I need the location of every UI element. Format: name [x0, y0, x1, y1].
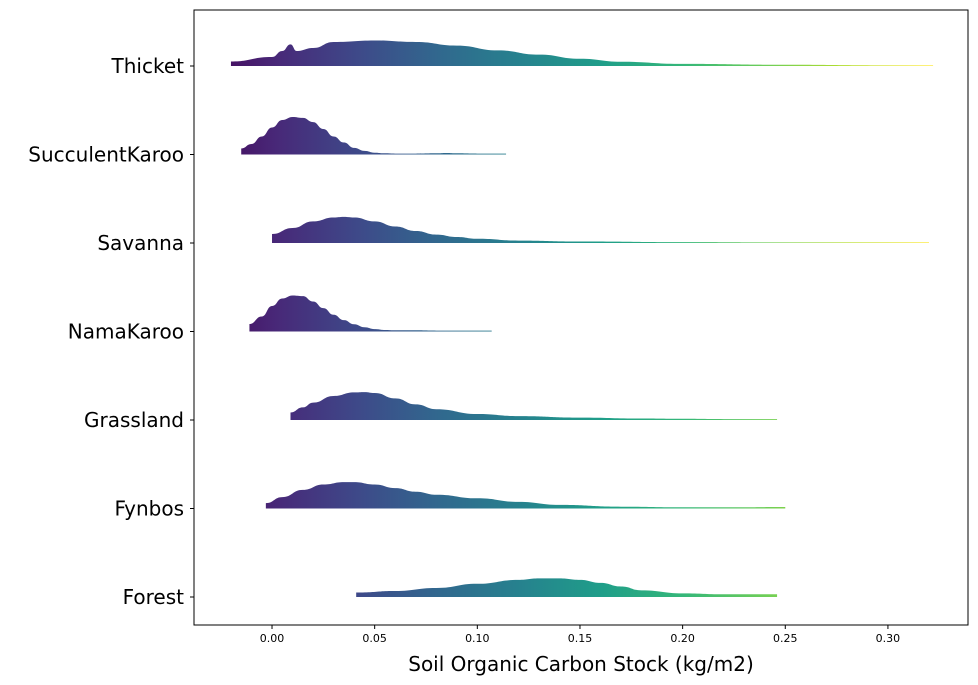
x-tick-label: 0.20	[670, 632, 695, 645]
category-label-grassland: Grassland	[84, 408, 184, 432]
plot-frame	[193, 9, 969, 626]
ridge-fynbos	[265, 482, 786, 509]
x-tick-label: 0.30	[876, 632, 901, 645]
ridge-thicket	[230, 40, 934, 66]
ridge-savanna	[272, 216, 929, 243]
x-axis-title: Soil Organic Carbon Stock (kg/m2)	[408, 652, 754, 676]
ridge-namakaroo	[249, 295, 492, 332]
ridges-layer	[230, 40, 934, 597]
category-label-namakaroo: NamaKaroo	[68, 320, 184, 344]
x-axis-ticks: 0.00 0.05 0.10 0.15 0.20 0.25 0.30	[260, 625, 900, 645]
category-label-fynbos: Fynbos	[114, 497, 184, 521]
x-tick-label: 0.10	[465, 632, 490, 645]
ridge-succulentkaroo	[241, 117, 507, 155]
y-axis-ticks: Thicket SucculentKaroo Savanna NamaKaroo Gra…	[28, 54, 194, 609]
x-tick-label: 0.05	[362, 632, 387, 645]
x-tick-label: 0.00	[260, 632, 285, 645]
category-label-savanna: Savanna	[97, 231, 184, 255]
x-tick-label: 0.25	[773, 632, 798, 645]
category-label-succulentkaroo: SucculentKaroo	[28, 143, 184, 167]
ridge-forest	[356, 578, 778, 597]
x-tick-label: 0.15	[568, 632, 593, 645]
ridge-grassland	[290, 392, 778, 420]
category-label-thicket: Thicket	[111, 54, 185, 78]
category-label-forest: Forest	[123, 585, 185, 609]
